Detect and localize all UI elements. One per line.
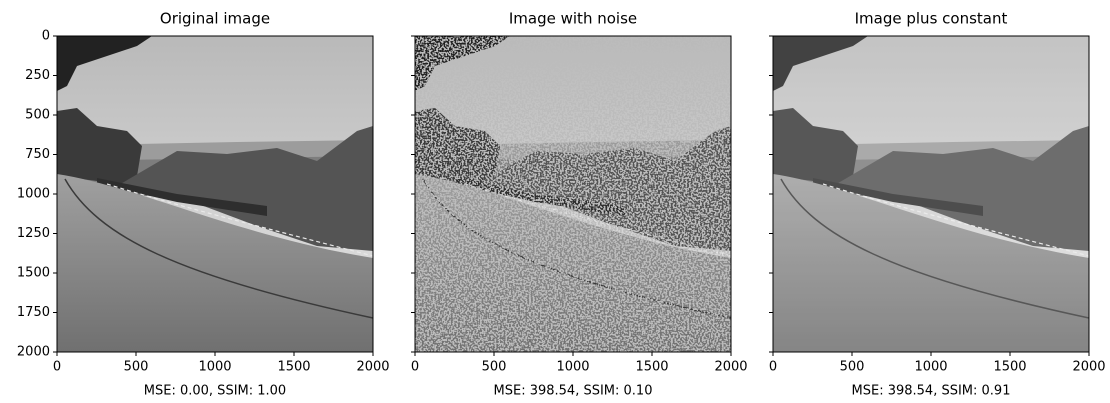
y-tick-label: 250 — [25, 68, 50, 83]
x-tick-label: 2000 — [1072, 360, 1105, 375]
chart-title: Image plus constant — [855, 10, 1008, 28]
figure: 0500100015002000025050075010001250150017… — [0, 0, 1110, 403]
y-tick-label: 500 — [25, 108, 50, 123]
x-tick-label: 1500 — [993, 360, 1026, 375]
x-tick-label: 500 — [124, 360, 149, 375]
x-tick-label: 0 — [53, 360, 61, 375]
x-tick-label: 1000 — [198, 360, 231, 375]
image — [773, 36, 1089, 352]
x-tick-label: 1000 — [914, 360, 947, 375]
y-tick-label: 1250 — [17, 226, 50, 241]
x-axis-label: MSE: 398.54, SSIM: 0.91 — [852, 384, 1011, 399]
x-tick-label: 0 — [411, 360, 419, 375]
chart-title: Image with noise — [509, 10, 637, 28]
y-tick-label: 2000 — [17, 345, 50, 360]
chart-title: Original image — [160, 10, 270, 28]
x-tick-label: 2000 — [356, 360, 389, 375]
image — [415, 36, 731, 352]
x-tick-label: 1500 — [277, 360, 310, 375]
y-tick-label: 1000 — [17, 187, 50, 202]
x-axis-label: MSE: 398.54, SSIM: 0.10 — [494, 384, 653, 399]
y-tick-label: 1750 — [17, 305, 50, 320]
y-tick-label: 750 — [25, 147, 50, 162]
x-tick-label: 2000 — [714, 360, 747, 375]
noise — [415, 36, 731, 352]
x-tick-label: 500 — [840, 360, 865, 375]
x-tick-label: 0 — [769, 360, 777, 375]
x-tick-label: 1000 — [556, 360, 589, 375]
y-tick-label: 1500 — [17, 266, 50, 281]
brighten — [773, 36, 1089, 352]
x-axis-label: MSE: 0.00, SSIM: 1.00 — [144, 384, 286, 399]
x-tick-label: 1500 — [635, 360, 668, 375]
y-tick-label: 0 — [42, 29, 50, 44]
x-tick-label: 500 — [482, 360, 507, 375]
image — [57, 36, 373, 352]
